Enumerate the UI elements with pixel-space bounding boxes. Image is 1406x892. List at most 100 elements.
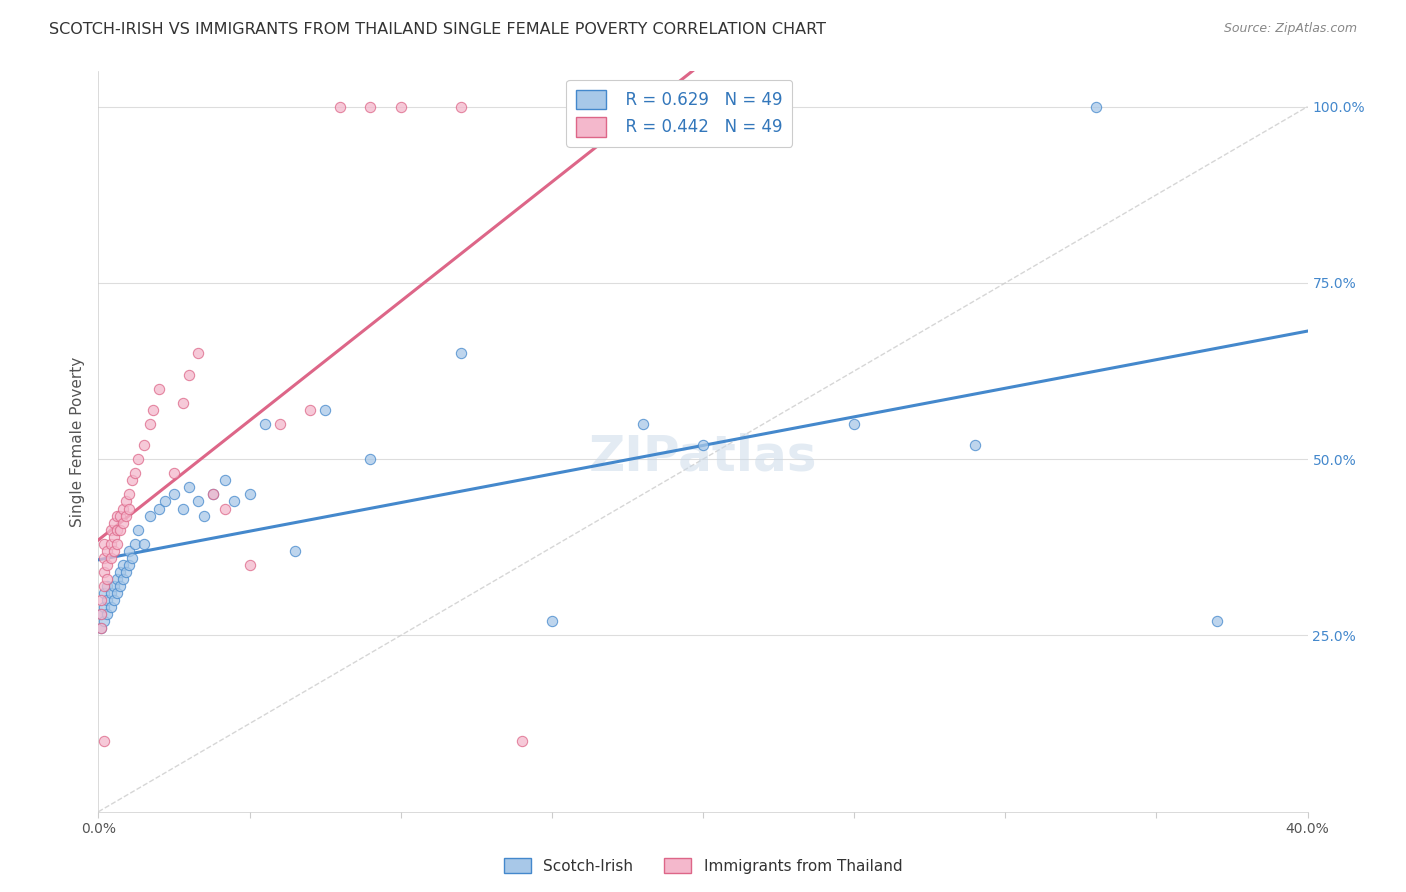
Point: [100, 586, 122, 600]
Point: [224, 494, 246, 508]
Point: [111, 501, 134, 516]
Point: [214, 473, 236, 487]
Point: [108, 523, 131, 537]
Point: [105, 523, 128, 537]
Point: [93, 537, 115, 551]
Point: [132, 438, 155, 452]
Point: [108, 579, 131, 593]
Point: [105, 508, 128, 523]
Point: [269, 417, 291, 431]
Point: [93, 579, 115, 593]
Point: [163, 487, 186, 501]
Point: [100, 550, 122, 565]
Point: [1206, 615, 1229, 629]
Point: [90, 621, 112, 635]
Point: [96, 607, 118, 622]
Point: [103, 579, 125, 593]
Point: [114, 508, 136, 523]
Point: [96, 572, 118, 586]
Point: [127, 523, 149, 537]
Point: [965, 438, 987, 452]
Point: [148, 382, 170, 396]
Point: [214, 501, 236, 516]
Point: [121, 473, 143, 487]
Point: [118, 558, 141, 572]
Point: [540, 615, 562, 629]
Point: [118, 501, 141, 516]
Point: [142, 402, 165, 417]
Point: [90, 621, 112, 635]
Point: [105, 572, 128, 586]
Point: [163, 467, 186, 481]
Point: [1085, 100, 1108, 114]
Point: [179, 480, 201, 494]
Point: [172, 396, 194, 410]
Point: [105, 537, 128, 551]
Point: [389, 100, 412, 114]
Point: [450, 346, 472, 360]
Point: [132, 537, 155, 551]
Point: [153, 494, 176, 508]
Point: [96, 558, 118, 572]
Point: [329, 100, 352, 114]
Point: [314, 402, 336, 417]
Point: [139, 417, 162, 431]
Point: [93, 600, 115, 615]
Point: [360, 100, 382, 114]
Point: [692, 438, 714, 452]
Point: [100, 523, 122, 537]
Point: [90, 607, 112, 622]
Point: [202, 487, 225, 501]
Point: [90, 593, 112, 607]
Point: [105, 586, 128, 600]
Point: [93, 550, 115, 565]
Point: [148, 501, 170, 516]
Legend: Scotch-Irish, Immigrants from Thailand: Scotch-Irish, Immigrants from Thailand: [498, 852, 908, 880]
Text: SCOTCH-IRISH VS IMMIGRANTS FROM THAILAND SINGLE FEMALE POVERTY CORRELATION CHART: SCOTCH-IRISH VS IMMIGRANTS FROM THAILAND…: [49, 22, 827, 37]
Point: [239, 558, 262, 572]
Point: [284, 544, 307, 558]
Point: [93, 586, 115, 600]
Point: [844, 417, 866, 431]
Point: [103, 544, 125, 558]
Y-axis label: Single Female Poverty: Single Female Poverty: [69, 357, 84, 526]
Point: [96, 593, 118, 607]
Point: [108, 508, 131, 523]
Point: [121, 550, 143, 565]
Point: [239, 487, 262, 501]
Point: [103, 593, 125, 607]
Point: [118, 544, 141, 558]
Point: [93, 565, 115, 579]
Point: [93, 734, 115, 748]
Point: [299, 402, 322, 417]
Point: [193, 508, 215, 523]
Point: [111, 516, 134, 530]
Point: [90, 607, 112, 622]
Point: [111, 572, 134, 586]
Point: [103, 516, 125, 530]
Text: Source: ZipAtlas.com: Source: ZipAtlas.com: [1223, 22, 1357, 36]
Point: [631, 417, 654, 431]
Point: [103, 530, 125, 544]
Point: [96, 579, 118, 593]
Point: [108, 565, 131, 579]
Point: [114, 565, 136, 579]
Point: [100, 600, 122, 615]
Point: [187, 494, 209, 508]
Point: [127, 452, 149, 467]
Text: ZIPatlas: ZIPatlas: [589, 433, 817, 481]
Point: [114, 494, 136, 508]
Point: [111, 558, 134, 572]
Point: [510, 734, 533, 748]
Legend:   R = 0.629   N = 49,   R = 0.442   N = 49: R = 0.629 N = 49, R = 0.442 N = 49: [567, 79, 792, 146]
Point: [124, 467, 146, 481]
Point: [139, 508, 162, 523]
Point: [360, 452, 382, 467]
Point: [100, 537, 122, 551]
Point: [93, 615, 115, 629]
Point: [118, 487, 141, 501]
Point: [202, 487, 225, 501]
Point: [172, 501, 194, 516]
Point: [124, 537, 146, 551]
Point: [96, 544, 118, 558]
